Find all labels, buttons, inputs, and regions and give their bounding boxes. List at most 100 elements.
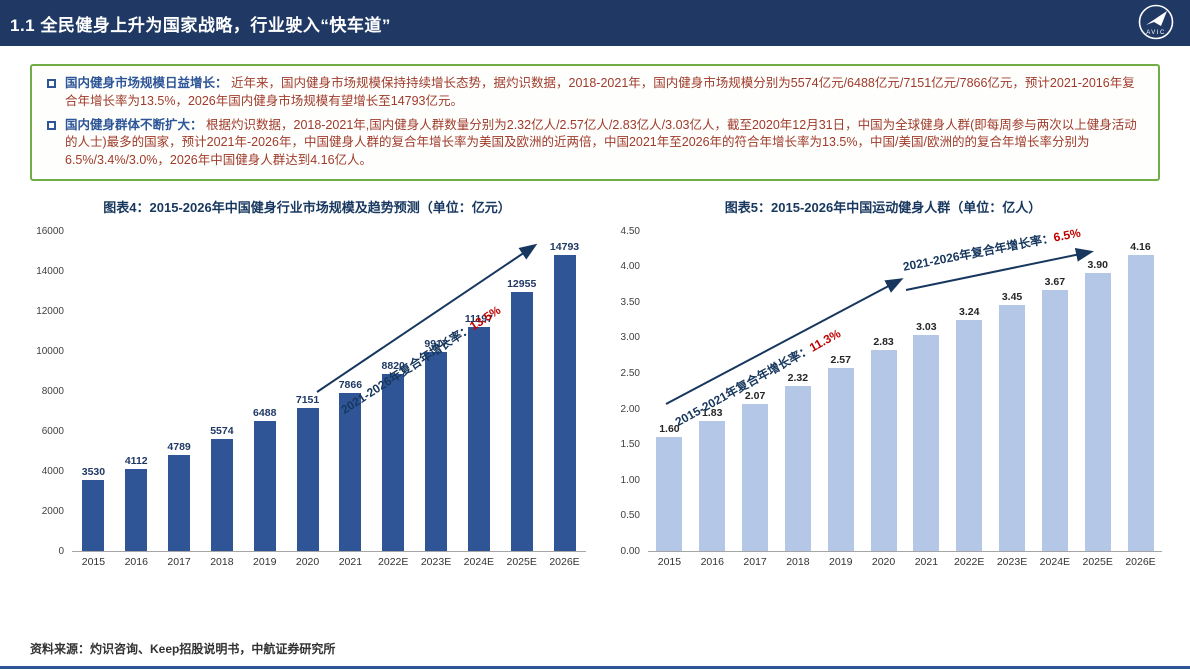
header-bar: 1.1 全民健身上升为国家战略，行业驶入“快车道” AVIC (0, 0, 1190, 46)
y-axis: 0.00 0.50 1.00 1.50 2.00 2.50 3.00 3.50 4.00 4.50 (604, 226, 648, 557)
bar (1084, 273, 1111, 551)
x-tick-label: 2022E (954, 555, 985, 568)
y-tick-label: 4.00 (620, 261, 640, 273)
bar-column: 9917 (415, 338, 458, 551)
chart-body: 0.00 0.50 1.00 1.50 2.00 2.50 3.00 3.50 4.00 4.50 (604, 225, 1162, 568)
y-tick-label: 4.50 (620, 225, 640, 237)
x-tick-label: 2015 (657, 555, 682, 568)
x-tick-label: 2023E (996, 555, 1028, 568)
avic-logo-icon: AVIC (1138, 4, 1174, 40)
y-tick-label: 14000 (36, 265, 64, 277)
bar-column: 5574 (200, 425, 243, 551)
x-tick-label: 2019 (829, 555, 853, 568)
bar (82, 480, 105, 551)
y-tick-label: 3.50 (620, 296, 640, 308)
bar (913, 335, 940, 551)
chart-panel-fitness-population: 图表5：2015-2026年中国运动健身人群（单位：亿人） 0.00 0.50 1.… (604, 197, 1162, 568)
footer: 资料来源：灼识咨询、Keep招股说明书，中航证券研究所 (0, 640, 1190, 669)
x-tick-label: 2026E (1125, 555, 1156, 568)
bar (339, 393, 362, 551)
y-tick-label: 3.00 (620, 332, 640, 344)
bar (784, 385, 811, 551)
cagr-value: 6.5% (1052, 225, 1082, 245)
y-tick-label: 1.50 (620, 439, 640, 451)
bar-column: 2.07 (734, 390, 777, 551)
bar-column: 3.90 (1076, 259, 1119, 551)
bar (168, 454, 191, 551)
x-tick-label: 2025E (506, 555, 537, 568)
x-tick-label: 2026E (549, 555, 580, 568)
y-tick-label: 1.00 (620, 474, 640, 486)
x-tick-label: 2025E (1082, 555, 1113, 568)
x-axis-labels: 2015 2016 2017 2018 2019 2020 2021 2022E 2023E 20… (72, 556, 586, 568)
bar-value-label: 12955 (507, 277, 537, 290)
bar-value-label: 2.57 (830, 353, 851, 366)
x-tick-label: 2022E (378, 555, 409, 568)
bar (1127, 254, 1154, 551)
bar-column: 1.60 (648, 423, 691, 551)
bar-value-label: 3.67 (1044, 275, 1066, 288)
x-tick-label: 2015 (81, 555, 106, 568)
y-tick-label: 0.50 (620, 510, 640, 522)
bar-value-label: 5574 (210, 425, 234, 438)
bar (296, 407, 319, 551)
bar (699, 420, 726, 551)
bar-value-label: 3.45 (1001, 291, 1023, 304)
bar-value-label: 3.90 (1087, 259, 1108, 272)
source-text: 资料来源：灼识咨询、Keep招股说明书，中航证券研究所 (30, 642, 336, 656)
bar (956, 320, 983, 551)
square-bullet-icon (47, 79, 56, 88)
bar-column: 7151 (286, 394, 329, 551)
x-tick-label: 2016 (124, 555, 148, 568)
bar-column: 14793 (543, 241, 586, 551)
bar-value-label: 4.16 (1130, 240, 1151, 253)
chart-title: 图表5：2015-2026年中国运动健身人群（单位：亿人） (724, 199, 1042, 215)
bar-column: 3.24 (948, 306, 991, 551)
y-tick-label: 10000 (36, 345, 64, 357)
bar (827, 367, 854, 551)
bullet-text-block: 国内健身群体不断扩大： 根据灼识数据，2018-2021年,国内健身人群数量分别… (65, 117, 1145, 170)
y-tick-label: 0.00 (620, 545, 640, 557)
chart-title: 图表4：2015-2026年中国健身行业市场规模及趋势预测（单位：亿元） (103, 199, 511, 215)
bar-column: 3.03 (905, 321, 948, 551)
y-axis: 0 2000 4000 6000 8000 10000 12000 14000 16000 (28, 226, 72, 557)
x-tick-label: 2021 (338, 555, 363, 568)
bullet-title: 国内健身群体不断扩大： (65, 117, 203, 132)
bar-column: 2.57 (819, 354, 862, 551)
bar-column: 2.83 (862, 336, 905, 551)
x-tick-label: 2017 (167, 555, 191, 568)
bar-column: 3530 (72, 466, 115, 551)
cagr-annotation: 2021-2026年复合年增长率：6.5% (901, 223, 1082, 274)
x-axis-labels: 2015 2016 2017 2018 2019 2020 2021 2022E 2023E 20… (648, 556, 1162, 568)
square-bullet-icon (47, 120, 56, 130)
bar (999, 305, 1026, 551)
bar-value-label: 14793 (549, 240, 580, 253)
bar (656, 436, 683, 551)
y-tick-label: 8000 (41, 385, 64, 397)
x-tick-label: 2018 (786, 555, 810, 568)
y-tick-label: 6000 (41, 425, 64, 437)
page-title: 1.1 全民健身上升为国家战略，行业驶入“快车道” (10, 15, 391, 35)
bar-value-label: 7151 (295, 393, 320, 406)
y-tick-label: 16000 (36, 225, 64, 237)
bar-value-label: 3.24 (958, 306, 980, 319)
chart-body: 0 2000 4000 6000 8000 10000 12000 14000 16000 (28, 226, 586, 568)
summary-box: 国内健身市场规模日益增长： 近年来，国内健身市场规模保持持续增长态势，据灼识数据… (30, 64, 1160, 181)
y-tick-label: 2.00 (620, 403, 640, 415)
bar-column: 1.83 (691, 407, 734, 551)
x-tick-label: 2017 (743, 555, 767, 568)
bar-column: 2.32 (776, 372, 819, 551)
bar-value-label: 6488 (253, 406, 277, 419)
bar-column: 3.45 (991, 291, 1034, 551)
avic-logo-text: AVIC (1146, 30, 1166, 36)
plot-area: 2021-2026年复合年增长率：13.5% 3530 4112 4789 5574 6… (72, 232, 586, 552)
plot-wrap: 2021-2026年复合年增长率：13.5% 3530 4112 4789 5574 6… (72, 232, 586, 568)
x-tick-label: 2024E (1039, 555, 1071, 568)
bar-column: 6488 (243, 407, 286, 551)
x-tick-label: 2016 (700, 555, 724, 568)
x-tick-label: 2018 (210, 555, 234, 568)
bullet-text: 根据灼识数据，2018-2021年,国内健身人群数量分别为2.32亿人/2.57… (65, 117, 1137, 168)
bar-column: 11197 (457, 313, 500, 551)
bar-value-label: 1.60 (659, 422, 680, 435)
bar-value-label: 3530 (81, 466, 106, 479)
